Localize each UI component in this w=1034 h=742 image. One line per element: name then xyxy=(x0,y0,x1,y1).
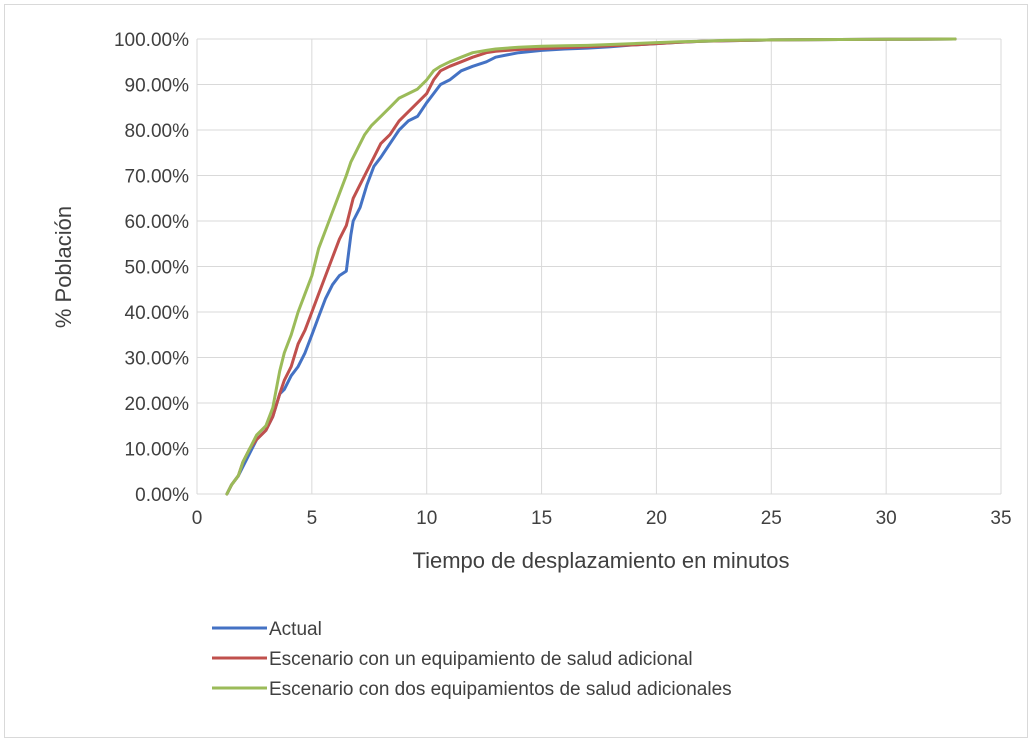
y-tick-label: 30.00% xyxy=(125,349,190,370)
series-lines xyxy=(225,37,957,496)
y-tick-label: 60.00% xyxy=(125,212,190,233)
legend-label: Actual xyxy=(269,619,322,640)
y-tick-label: 40.00% xyxy=(125,303,190,324)
y-tick-label: 100.00% xyxy=(114,30,189,51)
y-tick-label: 10.00% xyxy=(125,440,190,461)
y-tick-label: 50.00% xyxy=(125,258,190,279)
y-tick-label: 70.00% xyxy=(125,167,190,188)
x-tick-label: 0 xyxy=(192,508,203,529)
x-tick-label: 30 xyxy=(876,508,897,529)
x-tick-label: 25 xyxy=(761,508,782,529)
x-tick-label: 10 xyxy=(416,508,437,529)
y-tick-label: 90.00% xyxy=(125,76,190,97)
chart-area: 0.00% 10.00% 20.00% 30.00% 40.00% 50.00% 60.00… xyxy=(4,4,1028,738)
line-chart: 0.00% 10.00% 20.00% 30.00% 40.00% 50.00% 60.00… xyxy=(51,30,1012,700)
x-axis-title: Tiempo de desplazamiento en minutos xyxy=(412,548,789,573)
grid-lines xyxy=(196,38,1002,495)
legend-item: Escenario con dos equipamientos de salud… xyxy=(212,679,732,700)
x-tick-label: 15 xyxy=(531,508,552,529)
x-tick-label: 35 xyxy=(990,508,1011,529)
y-axis-title: % Población xyxy=(51,206,76,328)
legend-item: Actual xyxy=(212,619,322,640)
y-tick-label: 80.00% xyxy=(125,121,190,142)
legend-label: Escenario con dos equipamientos de salud… xyxy=(269,679,732,700)
legend-label: Escenario con un equipamiento de salud a… xyxy=(269,649,693,670)
x-tick-labels: 0 5 10 15 20 25 30 35 xyxy=(192,508,1012,529)
x-tick-label: 20 xyxy=(646,508,667,529)
y-tick-label: 20.00% xyxy=(125,394,190,415)
legend: Actual Escenario con un equipamiento de s… xyxy=(212,619,732,700)
series-line-3 xyxy=(225,37,957,496)
y-tick-label: 0.00% xyxy=(135,485,189,506)
x-tick-label: 5 xyxy=(307,508,318,529)
legend-item: Escenario con un equipamiento de salud a… xyxy=(212,649,693,670)
y-tick-labels: 0.00% 10.00% 20.00% 30.00% 40.00% 50.00% 60.00… xyxy=(114,30,189,506)
